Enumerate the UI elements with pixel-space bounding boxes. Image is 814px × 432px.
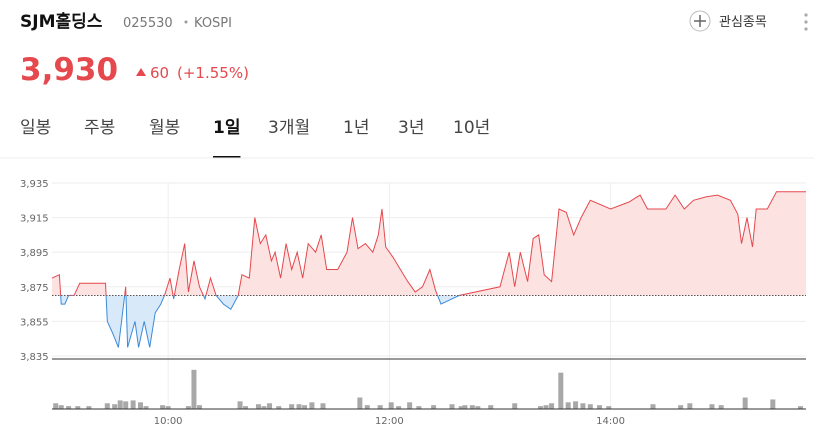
price-line xyxy=(51,191,806,348)
volume-bar xyxy=(143,406,149,409)
volume-bar xyxy=(396,406,402,409)
volume-bar xyxy=(587,404,593,409)
tab[interactable]: 10년 xyxy=(453,118,490,138)
change-rate: (+1.55%) xyxy=(177,64,249,82)
volume-bar xyxy=(687,403,693,409)
volume-bar xyxy=(104,403,110,409)
volume-bar xyxy=(543,405,549,409)
volume-bar xyxy=(573,401,579,409)
volume-bar xyxy=(458,406,464,409)
volume-bar xyxy=(449,404,455,409)
volume-bar xyxy=(296,404,302,409)
volume-bar xyxy=(469,405,475,409)
volume-bar xyxy=(742,397,748,409)
volume-bar xyxy=(309,402,315,409)
volume-bar xyxy=(388,402,394,409)
chart: 3,835 3,855 3,875 3,895 3,915 3,935 10:00 12:00… xyxy=(20,179,806,427)
volume-bar xyxy=(597,405,603,409)
volume-bar xyxy=(237,401,243,409)
volume-bar xyxy=(123,401,129,409)
area xyxy=(52,191,806,348)
volume-bar xyxy=(117,400,123,409)
tab[interactable]: 일봉 xyxy=(20,118,51,138)
y-tick-label: 3,875 xyxy=(20,283,49,294)
y-tick-label: 3,855 xyxy=(20,317,49,328)
plus-icon xyxy=(689,10,711,32)
tab[interactable]: 3개월 xyxy=(268,118,310,138)
tab-underline xyxy=(213,156,241,158)
y-tick-label: 3,895 xyxy=(20,248,49,259)
tab[interactable]: 주봉 xyxy=(84,118,115,138)
up-arrow xyxy=(136,68,146,76)
volume-bar xyxy=(650,404,656,409)
volume-bar xyxy=(160,405,166,409)
plus-sign xyxy=(694,15,706,27)
volume-bar xyxy=(255,404,261,409)
tab[interactable]: 1년 xyxy=(343,118,369,138)
volume-bar xyxy=(416,406,422,409)
volume-bar xyxy=(488,405,494,409)
watch-label[interactable]: 관심종목 xyxy=(719,15,767,30)
volume-bar xyxy=(66,406,72,409)
tab[interactable]: 3년 xyxy=(398,118,424,138)
volume-bar xyxy=(267,403,273,409)
y-tick-label: 3,835 xyxy=(20,352,49,363)
volume-bar xyxy=(431,405,437,409)
volume-bar xyxy=(243,406,249,409)
stock-code: 025530 xyxy=(123,16,173,31)
volume-bar xyxy=(165,406,171,409)
volume-bar xyxy=(185,406,191,409)
x-tick-label: 10:00 xyxy=(154,416,183,427)
volume-bar xyxy=(475,406,481,409)
volume-bar xyxy=(770,399,776,409)
volume-bar xyxy=(289,404,295,409)
volume-bar xyxy=(549,403,555,409)
volume-bar xyxy=(580,403,586,409)
price: 3,930 xyxy=(20,52,118,88)
x-tick-label: 12:00 xyxy=(375,416,404,427)
volume-bar xyxy=(797,406,803,409)
volume-bar xyxy=(320,403,326,409)
volume-bar xyxy=(86,406,92,409)
volume-bar xyxy=(377,405,383,409)
volume-bar xyxy=(709,404,715,409)
volume-bar xyxy=(196,405,202,409)
stock-name: SJM홀딩스 xyxy=(20,11,103,32)
volume-bar xyxy=(512,403,518,409)
volume-bar xyxy=(302,405,308,409)
volume-bar xyxy=(718,405,724,409)
volume-bar xyxy=(462,405,468,409)
tabs: 일봉 주봉 월봉 1일 3개월 1년 3년 10년 xyxy=(20,118,490,158)
y-tick-label: 3,935 xyxy=(20,179,49,190)
volume-bar xyxy=(53,403,59,409)
tab[interactable]: 월봉 xyxy=(149,118,180,138)
x-tick-label: 14:00 xyxy=(596,416,625,427)
volume-bar xyxy=(276,406,282,409)
more-menu[interactable] xyxy=(804,13,808,31)
separator xyxy=(184,20,188,24)
market: KOSPI xyxy=(194,16,232,31)
volume-bar xyxy=(565,402,571,409)
volume-bar xyxy=(606,406,612,409)
watch-button[interactable]: 관심종목 xyxy=(689,10,767,32)
volume-bar xyxy=(558,372,564,409)
volume-bar xyxy=(191,369,197,409)
volume-bar xyxy=(357,397,363,409)
y-tick-label: 3,915 xyxy=(20,214,49,225)
volume-bar xyxy=(538,406,544,409)
volume-bar xyxy=(137,402,143,409)
volume-bar xyxy=(58,405,64,409)
change: 60 xyxy=(150,64,169,82)
volume-bar xyxy=(407,402,413,409)
volume-bar xyxy=(364,405,370,409)
tab[interactable]: 1일 xyxy=(213,118,240,138)
volume-bar xyxy=(112,404,118,409)
volume-bar xyxy=(261,406,267,409)
volume-bar xyxy=(678,405,684,409)
volume-bar xyxy=(130,400,136,409)
volume-bar xyxy=(75,406,81,409)
